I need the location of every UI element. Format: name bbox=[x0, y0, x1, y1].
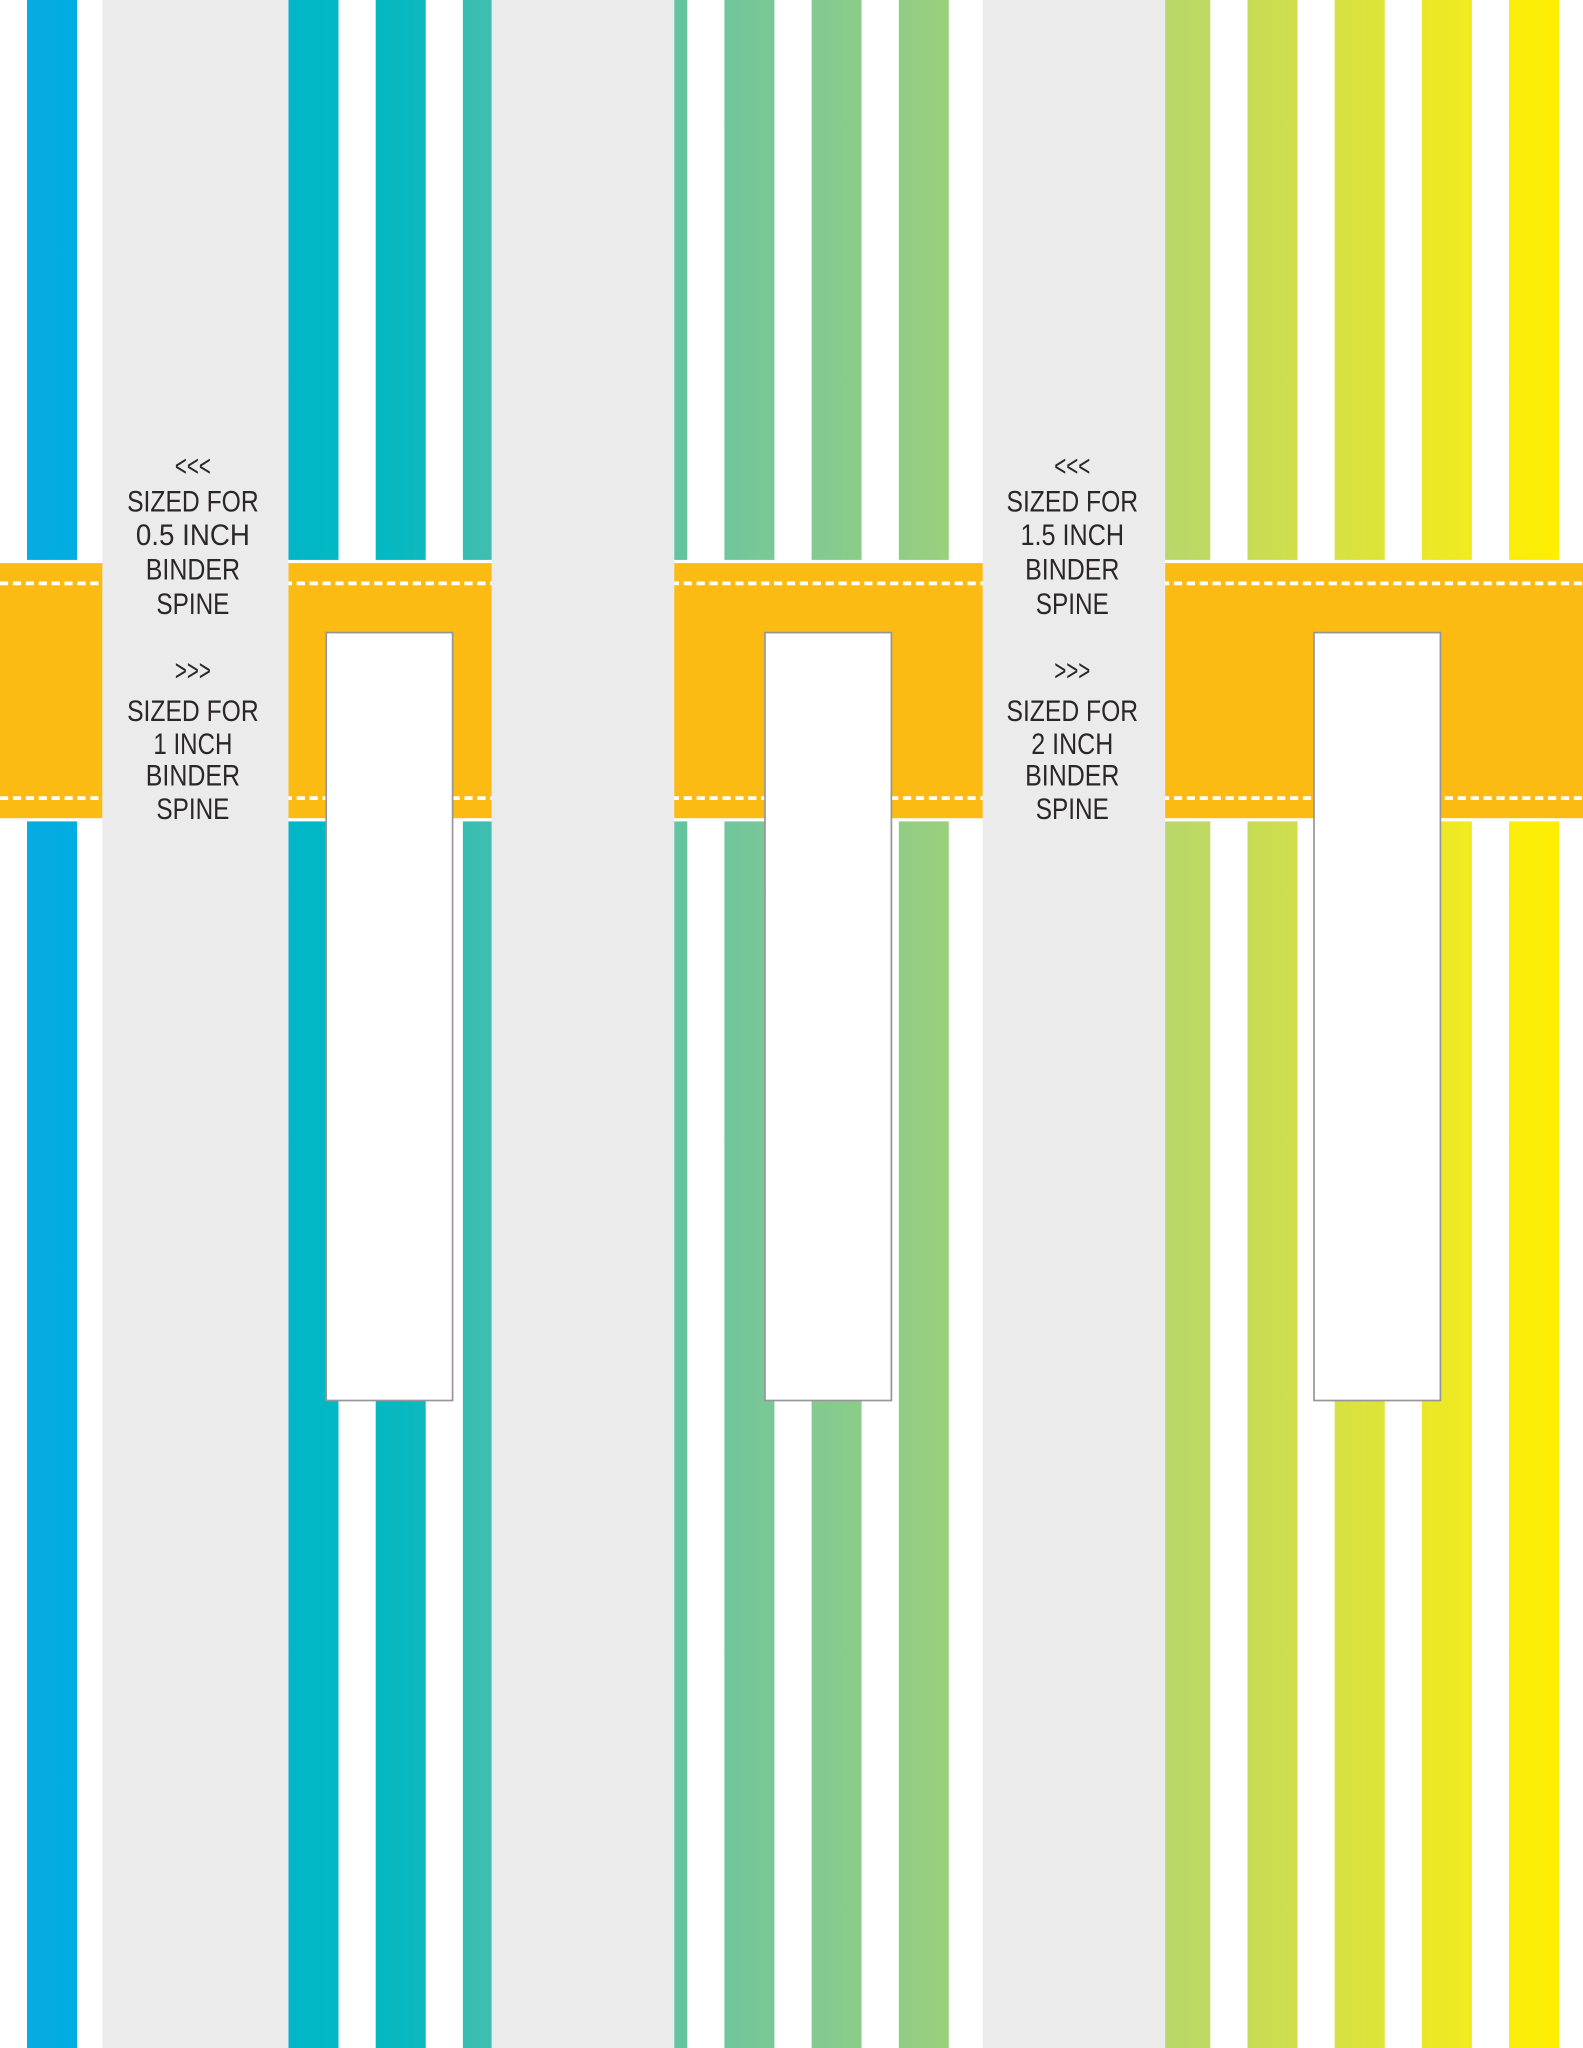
svg-text:SIZED FOR: SIZED FOR bbox=[1007, 695, 1139, 728]
svg-text:0.5 INCH: 0.5 INCH bbox=[136, 519, 250, 552]
svg-text:BINDER: BINDER bbox=[1025, 554, 1119, 587]
svg-text:<<<: <<< bbox=[175, 450, 211, 483]
svg-text:BINDER: BINDER bbox=[1025, 760, 1119, 793]
svg-text:SIZED FOR: SIZED FOR bbox=[127, 485, 259, 518]
svg-text:>>>: >>> bbox=[1054, 655, 1090, 688]
svg-text:SIZED FOR: SIZED FOR bbox=[1007, 485, 1139, 518]
svg-text:SPINE: SPINE bbox=[1036, 588, 1109, 621]
svg-text:2 INCH: 2 INCH bbox=[1031, 728, 1113, 761]
svg-text:1 INCH: 1 INCH bbox=[153, 728, 232, 761]
svg-text:<<<: <<< bbox=[1054, 450, 1090, 483]
svg-text:SPINE: SPINE bbox=[156, 588, 229, 621]
svg-text:1.5 INCH: 1.5 INCH bbox=[1021, 519, 1125, 552]
svg-text:BINDER: BINDER bbox=[146, 554, 240, 587]
svg-text:SPINE: SPINE bbox=[156, 793, 229, 826]
svg-text:SPINE: SPINE bbox=[1036, 793, 1109, 826]
svg-text:>>>: >>> bbox=[175, 655, 211, 688]
svg-text:BINDER: BINDER bbox=[146, 760, 240, 793]
svg-text:SIZED FOR: SIZED FOR bbox=[127, 695, 259, 728]
